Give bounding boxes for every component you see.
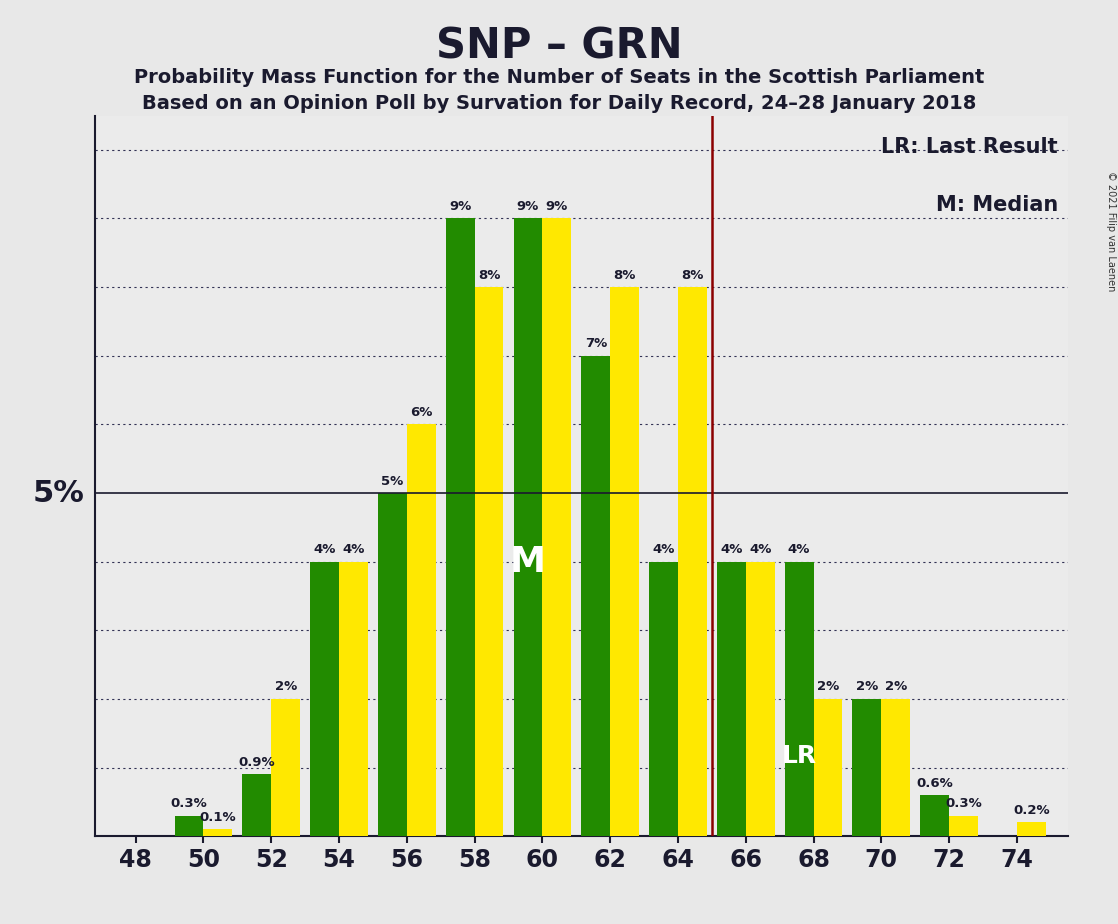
Text: 0.2%: 0.2%: [1013, 804, 1050, 817]
Text: 9%: 9%: [449, 200, 472, 213]
Text: 4%: 4%: [720, 543, 742, 556]
Text: 0.9%: 0.9%: [238, 756, 275, 769]
Text: M: Median: M: Median: [936, 195, 1058, 214]
Bar: [717, 562, 746, 836]
Bar: [853, 699, 881, 836]
Bar: [650, 562, 678, 836]
Text: © 2021 Filip van Laenen: © 2021 Filip van Laenen: [1106, 171, 1116, 291]
Text: 0.1%: 0.1%: [200, 811, 236, 824]
Bar: [814, 699, 842, 836]
Text: 8%: 8%: [614, 269, 636, 282]
Bar: [378, 493, 407, 836]
Bar: [785, 562, 814, 836]
Text: 7%: 7%: [585, 337, 607, 350]
Text: Probability Mass Function for the Number of Seats in the Scottish Parliament: Probability Mass Function for the Number…: [134, 68, 984, 88]
Text: 2%: 2%: [817, 680, 838, 693]
Text: 6%: 6%: [410, 406, 433, 419]
Bar: [513, 218, 542, 836]
Bar: [949, 816, 978, 836]
Text: LR: Last Result: LR: Last Result: [881, 137, 1058, 157]
Bar: [581, 356, 610, 836]
Bar: [407, 424, 436, 836]
Text: 4%: 4%: [313, 543, 335, 556]
Bar: [243, 774, 272, 836]
Bar: [881, 699, 910, 836]
Text: 4%: 4%: [788, 543, 811, 556]
Text: 0.6%: 0.6%: [917, 776, 953, 789]
Text: Based on an Opinion Poll by Survation for Daily Record, 24–28 January 2018: Based on an Opinion Poll by Survation fo…: [142, 94, 976, 114]
Bar: [610, 287, 639, 836]
Text: 4%: 4%: [749, 543, 771, 556]
Text: 8%: 8%: [477, 269, 500, 282]
Bar: [310, 562, 339, 836]
Text: 2%: 2%: [884, 680, 907, 693]
Text: 0.3%: 0.3%: [945, 797, 982, 810]
Text: 2%: 2%: [855, 680, 878, 693]
Text: 5%: 5%: [34, 479, 85, 507]
Bar: [203, 830, 233, 836]
Text: 4%: 4%: [342, 543, 364, 556]
Text: 2%: 2%: [275, 680, 296, 693]
Bar: [446, 218, 475, 836]
Text: 5%: 5%: [381, 475, 404, 488]
Text: 9%: 9%: [546, 200, 568, 213]
Text: SNP – GRN: SNP – GRN: [436, 26, 682, 67]
Text: 0.3%: 0.3%: [171, 797, 208, 810]
Bar: [542, 218, 571, 836]
Bar: [1017, 822, 1045, 836]
Bar: [272, 699, 300, 836]
Text: 8%: 8%: [681, 269, 703, 282]
Bar: [475, 287, 503, 836]
Text: 4%: 4%: [653, 543, 675, 556]
Text: M: M: [510, 544, 546, 578]
Bar: [678, 287, 707, 836]
Text: LR: LR: [781, 744, 816, 768]
Bar: [746, 562, 775, 836]
Bar: [920, 795, 949, 836]
Text: 9%: 9%: [517, 200, 539, 213]
Bar: [339, 562, 368, 836]
Bar: [174, 816, 203, 836]
